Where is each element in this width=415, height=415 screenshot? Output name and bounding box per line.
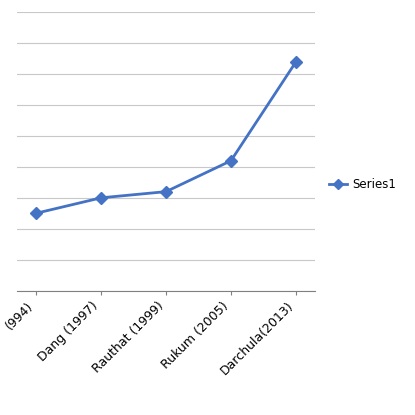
Legend: Series1: Series1 bbox=[324, 173, 401, 196]
